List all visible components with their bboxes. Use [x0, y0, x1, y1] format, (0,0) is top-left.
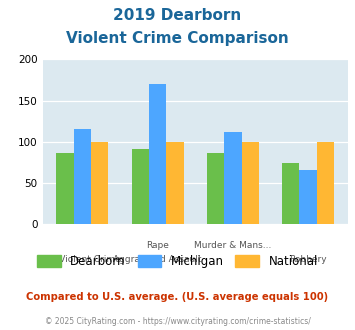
Bar — [56, 152, 74, 224]
Bar — [74, 129, 91, 224]
Bar — [132, 149, 149, 224]
Text: Robbery: Robbery — [289, 255, 327, 264]
Text: Murder & Mans...: Murder & Mans... — [194, 241, 272, 250]
Text: All Violent Crime: All Violent Crime — [44, 255, 120, 264]
Bar — [317, 142, 334, 224]
Bar — [241, 142, 259, 224]
Text: Compared to U.S. average. (U.S. average equals 100): Compared to U.S. average. (U.S. average … — [26, 292, 329, 302]
Bar — [91, 142, 108, 224]
Text: Aggravated Assault: Aggravated Assault — [113, 255, 202, 264]
Bar — [282, 162, 299, 224]
Bar — [149, 84, 166, 224]
Bar — [207, 153, 224, 224]
Text: Rape: Rape — [146, 241, 169, 250]
Text: 2019 Dearborn: 2019 Dearborn — [113, 8, 242, 23]
Bar — [166, 142, 184, 224]
Bar — [299, 170, 317, 224]
Bar — [224, 132, 241, 224]
Legend: Dearborn, Michigan, National: Dearborn, Michigan, National — [37, 255, 318, 268]
Text: Violent Crime Comparison: Violent Crime Comparison — [66, 31, 289, 46]
Text: © 2025 CityRating.com - https://www.cityrating.com/crime-statistics/: © 2025 CityRating.com - https://www.city… — [45, 317, 310, 326]
